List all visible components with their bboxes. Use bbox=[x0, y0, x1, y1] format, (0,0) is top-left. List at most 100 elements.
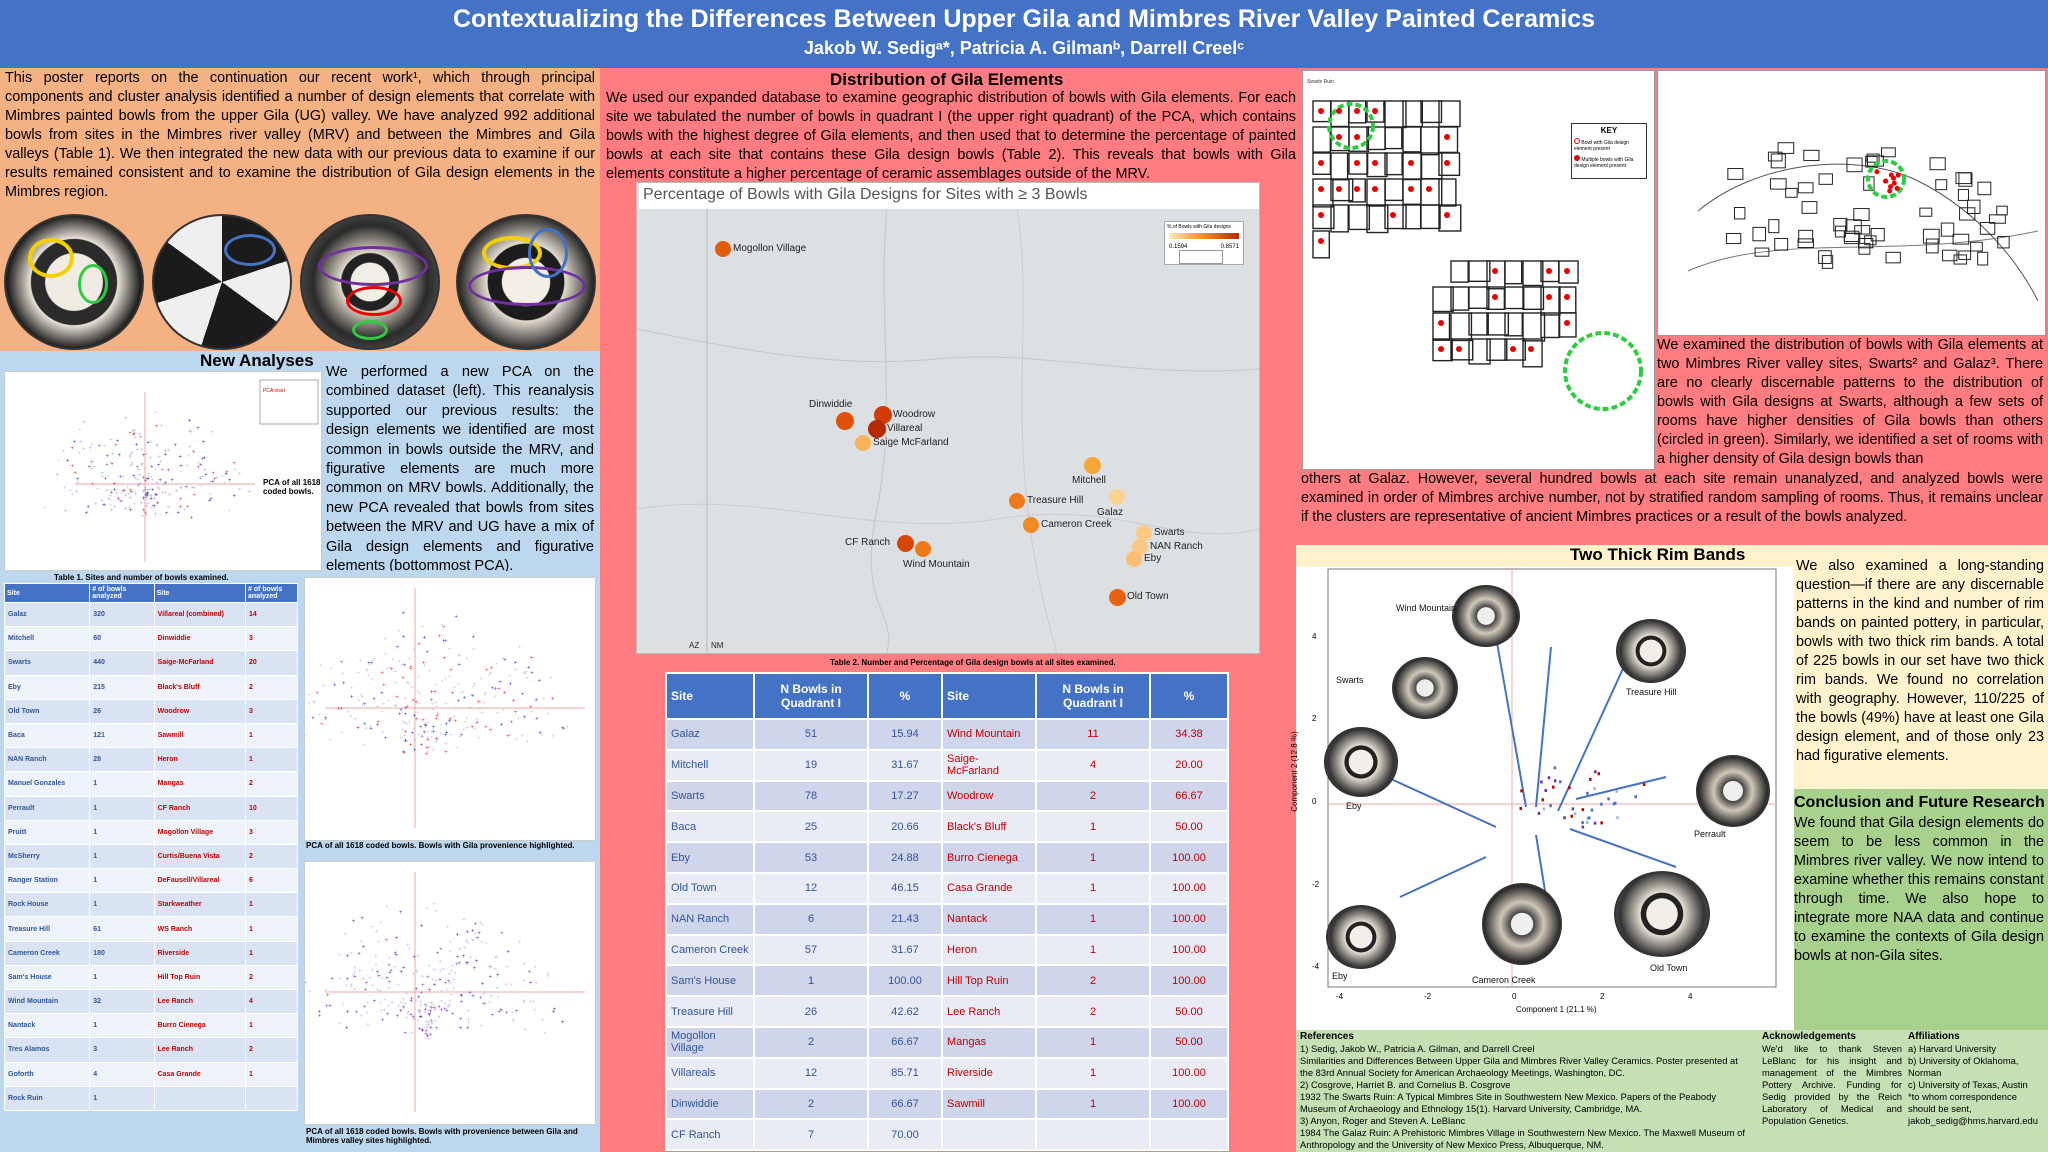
pca-point: + bbox=[136, 484, 140, 490]
galaz-room bbox=[1953, 254, 1968, 265]
pca-point: + bbox=[76, 480, 80, 486]
table1-cell: Wind Mountain bbox=[3, 988, 91, 1015]
pca-point: + bbox=[400, 970, 404, 976]
pca-point bbox=[1586, 816, 1590, 820]
galaz-room bbox=[1958, 172, 1973, 187]
pca-point: + bbox=[151, 504, 155, 510]
table2-cell: 1 bbox=[1035, 841, 1151, 874]
pca-point: + bbox=[361, 976, 365, 982]
swarts-bowl-dot bbox=[1444, 160, 1450, 166]
rim-arrow bbox=[1569, 828, 1677, 868]
pca-point: + bbox=[376, 723, 380, 729]
pca-point: + bbox=[223, 481, 227, 487]
pca-plot-between: + + + + + + + + + + + + + + + + + + + + + + + + + + + + + + + + + + + + + + + +… bbox=[292, 861, 596, 1125]
pca-point: + bbox=[480, 1024, 484, 1030]
pca-point: + bbox=[382, 683, 386, 689]
table1-row: Rock Ruin 1 bbox=[3, 1085, 298, 1111]
galaz-bowl-dot bbox=[1891, 175, 1897, 181]
pca-point: + bbox=[498, 680, 502, 686]
pca-point: + bbox=[142, 496, 146, 502]
pca-point: + bbox=[471, 939, 475, 945]
galaz-room bbox=[1726, 232, 1742, 245]
pca-point: + bbox=[136, 477, 140, 483]
galaz-room bbox=[1785, 187, 1798, 198]
galaz-bowl-dot bbox=[1883, 178, 1889, 184]
pca-point: + bbox=[459, 1026, 463, 1032]
table2-row: Dinwiddie 2 66.67 Sawmill 1 100.00 bbox=[665, 1087, 1229, 1121]
swarts-room bbox=[1330, 204, 1349, 233]
pca-point: + bbox=[528, 969, 532, 975]
pca-point: + bbox=[383, 637, 387, 643]
pca-point: + bbox=[146, 441, 150, 447]
swarts-room bbox=[1558, 260, 1579, 284]
pca-point: + bbox=[402, 750, 406, 756]
pca-point: + bbox=[366, 674, 370, 680]
pca-point: + bbox=[156, 486, 160, 492]
swarts-room bbox=[1420, 126, 1440, 156]
pca-point: + bbox=[466, 726, 470, 732]
pca-point: + bbox=[439, 1008, 443, 1014]
pca-point: + bbox=[561, 726, 565, 732]
pca-point: + bbox=[134, 491, 138, 497]
pca-point: + bbox=[434, 1019, 438, 1025]
pca-point: + bbox=[150, 493, 154, 499]
pca-point: + bbox=[412, 727, 416, 733]
pca-point: + bbox=[424, 1010, 428, 1016]
pca-point: + bbox=[106, 474, 110, 480]
pca-point: + bbox=[386, 1012, 390, 1018]
pca-point: + bbox=[402, 720, 406, 726]
table2-cell bbox=[1035, 1118, 1151, 1152]
pca-point: + bbox=[522, 979, 526, 985]
swarts-room bbox=[1540, 312, 1561, 339]
pca-point: + bbox=[377, 940, 381, 946]
pca-point: + bbox=[527, 666, 531, 672]
pca-point: + bbox=[417, 1009, 421, 1015]
pca-point: + bbox=[405, 739, 409, 745]
galaz-bowl-dot bbox=[1894, 185, 1900, 191]
pca-point: + bbox=[420, 743, 424, 749]
pca-point: + bbox=[520, 734, 524, 740]
pca-point: + bbox=[535, 698, 539, 704]
pca-point: + bbox=[425, 1020, 429, 1026]
swarts-bowl-dot bbox=[1354, 108, 1360, 114]
pca-point: + bbox=[338, 1022, 342, 1028]
pca-point: + bbox=[138, 473, 142, 479]
pca-point: + bbox=[509, 982, 513, 988]
rim-bowl-label: Old Town bbox=[1650, 963, 1688, 973]
pca-point: + bbox=[403, 721, 407, 727]
pca-point: + bbox=[426, 721, 430, 727]
pca-point: + bbox=[510, 720, 514, 726]
pca-point: + bbox=[398, 660, 402, 666]
rim-tick-y: -2 bbox=[1312, 880, 1320, 889]
table2-cell: 2 bbox=[1035, 995, 1151, 1028]
pca-point: + bbox=[484, 1002, 488, 1008]
swarts-bowl-dot bbox=[1546, 268, 1552, 274]
table2-cell: Casa Grande bbox=[941, 871, 1037, 905]
table1-cell: 440 bbox=[89, 650, 155, 676]
pca-point: + bbox=[402, 634, 406, 640]
swarts-room bbox=[1402, 152, 1423, 181]
map-site-marker bbox=[1126, 551, 1142, 567]
map-legend-inset bbox=[1179, 250, 1223, 264]
pca-point: + bbox=[395, 695, 399, 701]
pca-point: + bbox=[238, 471, 242, 477]
pca-point: + bbox=[146, 491, 150, 497]
pca-point: + bbox=[154, 410, 158, 416]
pca-point: + bbox=[209, 497, 213, 503]
table1-cell: 4 bbox=[89, 1061, 155, 1087]
pca-point: + bbox=[338, 976, 342, 982]
table1-cell: Sawmill bbox=[153, 722, 247, 749]
table2-cell: 21.43 bbox=[867, 902, 943, 936]
pca-point: + bbox=[379, 921, 383, 927]
table2-cell: CF Ranch bbox=[665, 1118, 755, 1152]
pca-point: + bbox=[448, 999, 452, 1005]
pca-point: + bbox=[117, 475, 121, 481]
pca-point: + bbox=[356, 726, 360, 732]
swarts-bowl-dot bbox=[1354, 134, 1360, 140]
pca-point: + bbox=[426, 746, 430, 752]
acknowledgements-title: Acknowledgements bbox=[1762, 1031, 1856, 1042]
pca-point: + bbox=[129, 490, 133, 496]
pca-point: + bbox=[494, 956, 498, 962]
table2-cell: Woodrow bbox=[941, 779, 1037, 813]
table2-cell: 100.00 bbox=[867, 964, 943, 998]
